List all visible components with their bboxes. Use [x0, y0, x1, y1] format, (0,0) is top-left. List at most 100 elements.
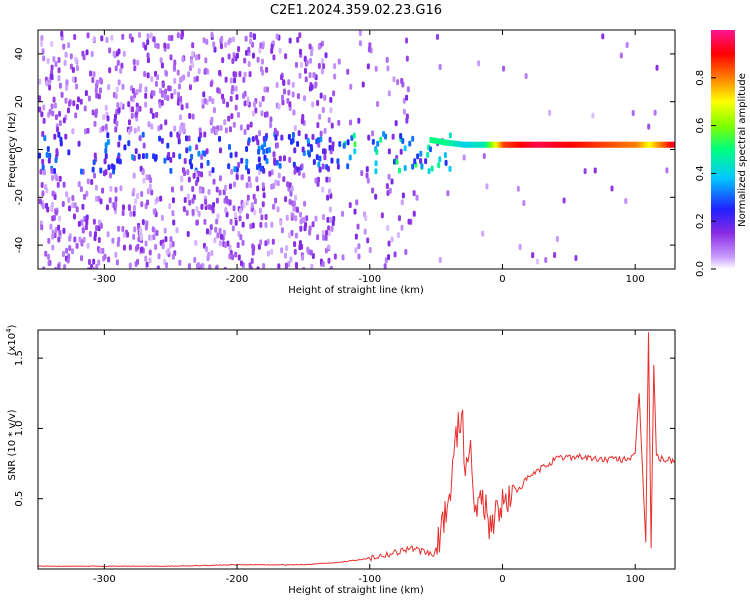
heat-cell [562, 197, 566, 204]
heat-cell [83, 105, 87, 112]
heat-cell [397, 215, 401, 222]
heat-cell [250, 202, 254, 209]
heat-cell [180, 176, 184, 183]
ridge-cell [446, 139, 450, 146]
heat-cell [191, 185, 195, 192]
heat-cell [516, 185, 520, 192]
heat-cell [146, 33, 150, 40]
heat-cell [48, 108, 52, 115]
x-tick-label: 100 [626, 274, 645, 285]
heat-cell [288, 198, 292, 205]
heat-cell [309, 249, 313, 256]
heat-cell [80, 219, 84, 226]
heat-cell [324, 234, 328, 241]
heat-cell [232, 181, 236, 188]
heat-cell [173, 59, 177, 66]
heat-cell [163, 227, 167, 234]
heat-cell [116, 102, 120, 109]
ridge-cell [438, 138, 442, 145]
heat-cell [145, 261, 149, 268]
heat-cell [314, 215, 318, 222]
heat-cell [54, 157, 58, 164]
heat-cell [226, 240, 230, 247]
heat-cell [48, 84, 52, 91]
heat-cell [358, 30, 362, 37]
heat-cell [84, 90, 88, 97]
heat-cell [354, 247, 358, 254]
ridge-cell [605, 141, 609, 148]
heat-cell [365, 172, 369, 179]
heat-cell [304, 221, 308, 228]
heat-cell [601, 33, 605, 40]
heat-cell [132, 233, 136, 240]
ridge-cell [492, 141, 496, 148]
heat-cell [87, 267, 91, 269]
heat-cell [38, 78, 42, 85]
colorbar-tick-label: 0.0 [695, 261, 706, 277]
heat-cell [83, 193, 87, 200]
heat-cell [45, 80, 49, 87]
heat-cell [299, 218, 303, 225]
heat-cell [272, 151, 276, 158]
snr-panel: -300 -200 -100 0 100 0.5 1.0 1.5 Height of stra… [5, 324, 676, 596]
heat-cell [298, 48, 302, 55]
heat-cell [86, 32, 90, 39]
heat-cell [625, 41, 629, 48]
ridge-cell [539, 141, 543, 148]
heat-cell [72, 100, 76, 107]
heat-cell [330, 225, 334, 232]
ridge-cell [458, 141, 462, 148]
heat-cell [259, 221, 263, 228]
heat-cell [368, 246, 372, 253]
heat-cell [188, 158, 192, 165]
heat-cell [79, 168, 83, 175]
heat-cell [298, 244, 302, 251]
heat-cell [40, 35, 44, 42]
heat-cell [175, 227, 179, 234]
ridge-cell [440, 138, 444, 145]
heat-cell [301, 254, 305, 261]
heat-cell [218, 69, 222, 76]
y-tick-label: 40 [14, 48, 25, 61]
heat-cell [262, 148, 266, 155]
heat-cell [305, 215, 309, 222]
heat-cell [270, 221, 274, 228]
heat-cell [228, 183, 232, 190]
ridge-cell [670, 141, 674, 148]
heat-cell [188, 84, 192, 91]
ridge-cell [627, 141, 630, 148]
heat-cell [277, 172, 281, 179]
heat-cell [140, 246, 144, 253]
heat-cell [64, 51, 68, 58]
heat-cell [55, 175, 59, 182]
heat-cell [118, 134, 122, 141]
heat-cell [256, 139, 260, 146]
ridge-cell [642, 141, 646, 148]
heat-cell [333, 73, 337, 80]
heat-cell [164, 88, 168, 95]
heat-cell [152, 208, 156, 215]
heat-cell [146, 188, 150, 195]
heat-cell [262, 263, 266, 269]
heat-cell [401, 137, 405, 144]
heat-cell [301, 146, 305, 153]
heat-cell [316, 176, 320, 183]
heat-cell [114, 251, 118, 258]
heat-cell [293, 124, 297, 131]
heat-cell [403, 145, 407, 152]
heat-cell [171, 210, 175, 217]
heat-cell [610, 185, 614, 192]
heat-cell [256, 185, 260, 192]
ridge-cell [518, 141, 521, 148]
heat-cell [151, 112, 155, 119]
heat-cell [310, 50, 314, 57]
ridge-cell [502, 141, 505, 148]
heat-cell [46, 57, 50, 64]
heat-cell [115, 50, 119, 57]
heat-cell [281, 94, 285, 101]
heat-cell [194, 239, 198, 246]
heat-cell [332, 215, 336, 222]
heat-cell [399, 148, 403, 155]
heat-cell [157, 125, 161, 132]
heat-cell [228, 37, 232, 44]
